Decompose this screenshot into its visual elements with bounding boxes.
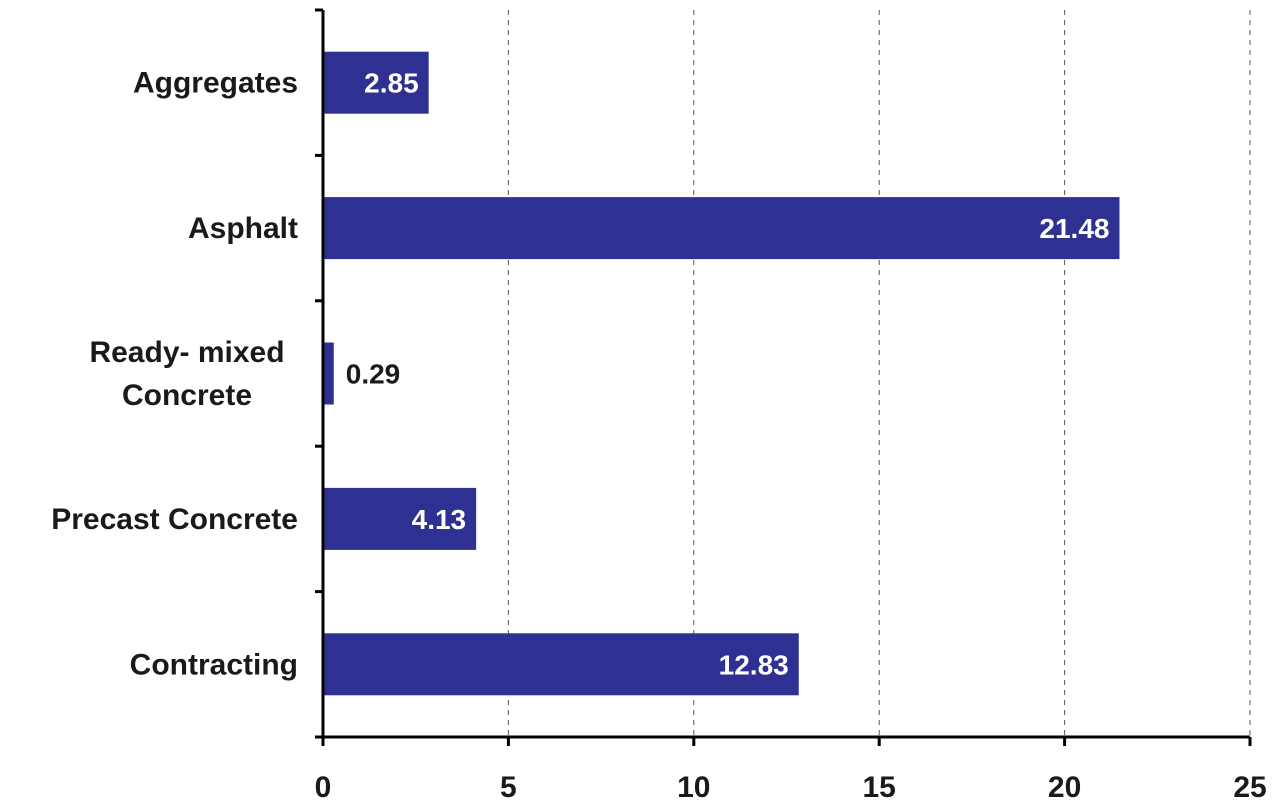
category-label: Contracting — [130, 648, 298, 681]
category-label-line: Concrete — [122, 379, 252, 412]
bar-contracting — [323, 633, 799, 696]
data-label: 12.83 — [719, 649, 789, 680]
x-tick-label: 0 — [315, 771, 332, 802]
category-label: Ready- mixed Concrete — [89, 336, 284, 412]
x-tick-label: 5 — [500, 771, 517, 802]
bar-ready-mixed-concrete — [323, 342, 334, 405]
category-label-line: Ready- mixed — [89, 336, 284, 369]
category-label: Precast Concrete — [51, 503, 298, 536]
category-label: Aggregates — [133, 67, 298, 100]
gridlines — [507, 10, 1251, 737]
data-label: 4.13 — [412, 504, 467, 535]
data-label: 0.29 — [346, 359, 401, 390]
bars — [323, 51, 1120, 696]
x-tick-label: 25 — [1233, 771, 1266, 802]
x-tick-label: 10 — [677, 771, 710, 802]
x-tick-label: 15 — [863, 771, 896, 802]
data-label: 21.48 — [1039, 213, 1109, 244]
data-label: 2.85 — [364, 68, 419, 99]
category-label: Asphalt — [188, 212, 298, 245]
bar-precast-concrete — [323, 487, 477, 550]
bar-asphalt — [323, 197, 1120, 260]
bar-aggregates — [323, 51, 429, 114]
labels: 2.85 21.48 0.29 4.13 12.83 0 5 10 15 20 25 Aggregat… — [51, 67, 1266, 802]
axes — [315, 8, 1252, 746]
x-tick-label: 20 — [1048, 771, 1081, 802]
